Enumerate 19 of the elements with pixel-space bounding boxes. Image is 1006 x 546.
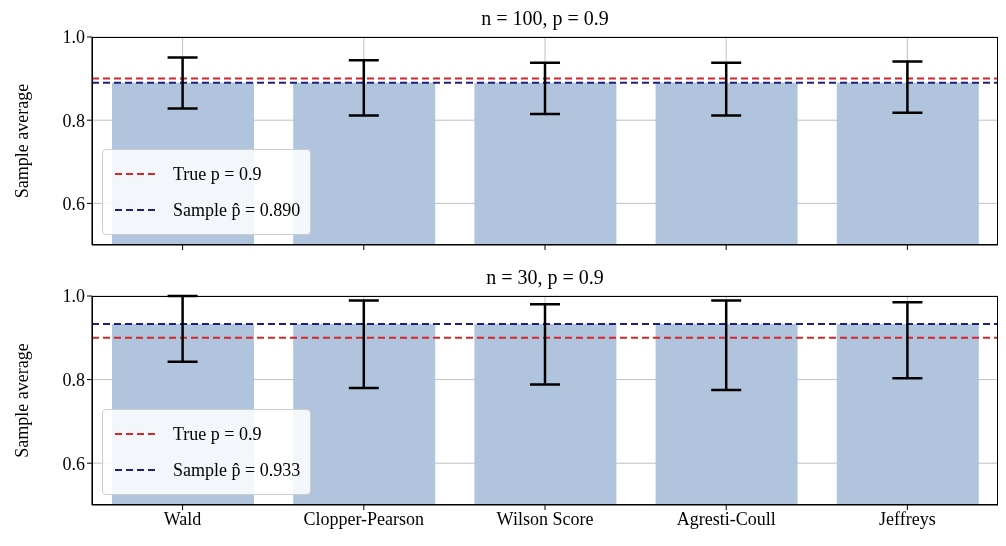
y-axis-title: Sample average: [12, 343, 33, 458]
y-axis-title: Sample average: [12, 83, 33, 199]
y-tick-label: 0.8: [62, 369, 85, 390]
y-tick-label: 0.8: [62, 110, 85, 131]
x-tick-label: Agresti-Coull: [676, 508, 776, 529]
x-tick-label: Jeffreys: [879, 508, 936, 529]
x-tick-label: Clopper-Pearson: [303, 508, 425, 529]
legend-label: Sample p̂ = 0.890: [173, 199, 301, 221]
x-tick-label: Wald: [163, 508, 202, 529]
y-tick-label: 1.0: [62, 286, 85, 307]
legend-label: Sample p̂ = 0.933: [173, 459, 301, 481]
legend-label: True p = 0.9: [173, 423, 262, 445]
chart-title: n = 30, p = 0.9: [485, 266, 605, 289]
legend-label: True p = 0.9: [173, 163, 262, 185]
y-tick-label: 0.6: [62, 453, 85, 474]
y-tick-label: 0.6: [62, 193, 85, 214]
chart-title: n = 100, p = 0.9: [480, 7, 610, 30]
x-tick-label: Wilson Score: [496, 508, 594, 529]
y-tick-label: 1.0: [62, 27, 85, 48]
